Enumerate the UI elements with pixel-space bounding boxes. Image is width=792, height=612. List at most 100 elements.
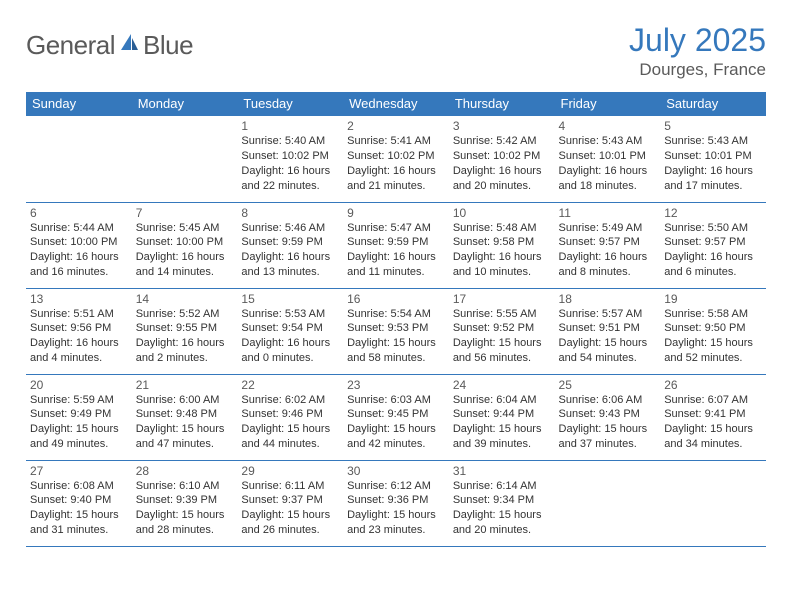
sunset-line: Sunset: 10:00 PM [136, 235, 234, 250]
sunrise-line: Sunrise: 5:57 AM [559, 307, 657, 322]
calendar-cell [555, 460, 661, 546]
day-number: 14 [136, 292, 234, 306]
daylight-line: Daylight: 15 hours and 37 minutes. [559, 422, 657, 452]
daylight-line: Daylight: 16 hours and 22 minutes. [241, 164, 339, 194]
sunset-line: Sunset: 9:57 PM [664, 235, 762, 250]
calendar-cell: 30Sunrise: 6:12 AMSunset: 9:36 PMDayligh… [343, 460, 449, 546]
cell-details: Sunrise: 6:07 AMSunset: 9:41 PMDaylight:… [664, 393, 762, 452]
title-block: July 2025 Dourges, France [629, 22, 766, 80]
page: General Blue July 2025 Dourges, France S… [0, 0, 792, 565]
day-number: 15 [241, 292, 339, 306]
sunset-line: Sunset: 9:40 PM [30, 493, 128, 508]
daylight-line: Daylight: 15 hours and 34 minutes. [664, 422, 762, 452]
sunrise-line: Sunrise: 5:43 AM [664, 134, 762, 149]
calendar-cell [26, 116, 132, 202]
daylight-line: Daylight: 15 hours and 54 minutes. [559, 336, 657, 366]
cell-details: Sunrise: 5:44 AMSunset: 10:00 PMDaylight… [30, 221, 128, 280]
cell-details: Sunrise: 6:12 AMSunset: 9:36 PMDaylight:… [347, 479, 445, 538]
calendar-cell [132, 116, 238, 202]
calendar-cell: 9Sunrise: 5:47 AMSunset: 9:59 PMDaylight… [343, 202, 449, 288]
calendar-cell: 15Sunrise: 5:53 AMSunset: 9:54 PMDayligh… [237, 288, 343, 374]
daylight-line: Daylight: 16 hours and 16 minutes. [30, 250, 128, 280]
daylight-line: Daylight: 15 hours and 39 minutes. [453, 422, 551, 452]
day-number: 30 [347, 464, 445, 478]
sunset-line: Sunset: 9:48 PM [136, 407, 234, 422]
cell-details: Sunrise: 5:40 AMSunset: 10:02 PMDaylight… [241, 134, 339, 193]
month-title: July 2025 [629, 22, 766, 59]
calendar-cell: 11Sunrise: 5:49 AMSunset: 9:57 PMDayligh… [555, 202, 661, 288]
sunrise-line: Sunrise: 5:53 AM [241, 307, 339, 322]
sunrise-line: Sunrise: 6:02 AM [241, 393, 339, 408]
day-number: 5 [664, 119, 762, 133]
calendar-cell: 1Sunrise: 5:40 AMSunset: 10:02 PMDayligh… [237, 116, 343, 202]
calendar-row: 20Sunrise: 5:59 AMSunset: 9:49 PMDayligh… [26, 374, 766, 460]
day-number: 2 [347, 119, 445, 133]
calendar-cell: 6Sunrise: 5:44 AMSunset: 10:00 PMDayligh… [26, 202, 132, 288]
sunrise-line: Sunrise: 6:00 AM [136, 393, 234, 408]
daylight-line: Daylight: 15 hours and 26 minutes. [241, 508, 339, 538]
sunset-line: Sunset: 9:59 PM [347, 235, 445, 250]
sunrise-line: Sunrise: 6:03 AM [347, 393, 445, 408]
cell-details: Sunrise: 5:42 AMSunset: 10:02 PMDaylight… [453, 134, 551, 193]
weekday-header: Saturday [660, 92, 766, 116]
sunrise-line: Sunrise: 5:44 AM [30, 221, 128, 236]
day-number: 9 [347, 206, 445, 220]
day-number: 1 [241, 119, 339, 133]
daylight-line: Daylight: 15 hours and 47 minutes. [136, 422, 234, 452]
day-number: 6 [30, 206, 128, 220]
calendar-cell: 26Sunrise: 6:07 AMSunset: 9:41 PMDayligh… [660, 374, 766, 460]
calendar-table: Sunday Monday Tuesday Wednesday Thursday… [26, 92, 766, 547]
sunset-line: Sunset: 9:39 PM [136, 493, 234, 508]
sunrise-line: Sunrise: 5:45 AM [136, 221, 234, 236]
daylight-line: Daylight: 15 hours and 49 minutes. [30, 422, 128, 452]
cell-details: Sunrise: 5:43 AMSunset: 10:01 PMDaylight… [664, 134, 762, 193]
sunrise-line: Sunrise: 5:52 AM [136, 307, 234, 322]
daylight-line: Daylight: 16 hours and 8 minutes. [559, 250, 657, 280]
calendar-cell: 16Sunrise: 5:54 AMSunset: 9:53 PMDayligh… [343, 288, 449, 374]
sunset-line: Sunset: 9:56 PM [30, 321, 128, 336]
daylight-line: Daylight: 15 hours and 44 minutes. [241, 422, 339, 452]
sunset-line: Sunset: 10:01 PM [664, 149, 762, 164]
daylight-line: Daylight: 16 hours and 11 minutes. [347, 250, 445, 280]
sunrise-line: Sunrise: 6:11 AM [241, 479, 339, 494]
calendar-cell: 22Sunrise: 6:02 AMSunset: 9:46 PMDayligh… [237, 374, 343, 460]
day-number: 13 [30, 292, 128, 306]
weekday-header: Tuesday [237, 92, 343, 116]
cell-details: Sunrise: 5:45 AMSunset: 10:00 PMDaylight… [136, 221, 234, 280]
sunset-line: Sunset: 10:01 PM [559, 149, 657, 164]
day-number: 19 [664, 292, 762, 306]
sunset-line: Sunset: 9:51 PM [559, 321, 657, 336]
cell-details: Sunrise: 6:00 AMSunset: 9:48 PMDaylight:… [136, 393, 234, 452]
sunrise-line: Sunrise: 5:43 AM [559, 134, 657, 149]
sunset-line: Sunset: 10:02 PM [241, 149, 339, 164]
calendar-cell: 5Sunrise: 5:43 AMSunset: 10:01 PMDayligh… [660, 116, 766, 202]
day-number: 7 [136, 206, 234, 220]
sunset-line: Sunset: 9:49 PM [30, 407, 128, 422]
daylight-line: Daylight: 16 hours and 17 minutes. [664, 164, 762, 194]
cell-details: Sunrise: 6:06 AMSunset: 9:43 PMDaylight:… [559, 393, 657, 452]
cell-details: Sunrise: 5:49 AMSunset: 9:57 PMDaylight:… [559, 221, 657, 280]
day-number: 22 [241, 378, 339, 392]
day-number: 28 [136, 464, 234, 478]
daylight-line: Daylight: 16 hours and 0 minutes. [241, 336, 339, 366]
daylight-line: Daylight: 16 hours and 18 minutes. [559, 164, 657, 194]
sunset-line: Sunset: 9:46 PM [241, 407, 339, 422]
calendar-cell: 13Sunrise: 5:51 AMSunset: 9:56 PMDayligh… [26, 288, 132, 374]
sail-icon [118, 32, 140, 59]
sunrise-line: Sunrise: 6:14 AM [453, 479, 551, 494]
weekday-header: Wednesday [343, 92, 449, 116]
sunset-line: Sunset: 9:53 PM [347, 321, 445, 336]
cell-details: Sunrise: 6:10 AMSunset: 9:39 PMDaylight:… [136, 479, 234, 538]
sunrise-line: Sunrise: 5:50 AM [664, 221, 762, 236]
sunrise-line: Sunrise: 6:12 AM [347, 479, 445, 494]
calendar-cell: 31Sunrise: 6:14 AMSunset: 9:34 PMDayligh… [449, 460, 555, 546]
daylight-line: Daylight: 16 hours and 10 minutes. [453, 250, 551, 280]
sunset-line: Sunset: 9:58 PM [453, 235, 551, 250]
sunrise-line: Sunrise: 5:46 AM [241, 221, 339, 236]
day-number: 10 [453, 206, 551, 220]
sunrise-line: Sunrise: 5:55 AM [453, 307, 551, 322]
logo-text-2: Blue [143, 30, 193, 61]
calendar-cell: 12Sunrise: 5:50 AMSunset: 9:57 PMDayligh… [660, 202, 766, 288]
day-number: 27 [30, 464, 128, 478]
sunset-line: Sunset: 10:00 PM [30, 235, 128, 250]
